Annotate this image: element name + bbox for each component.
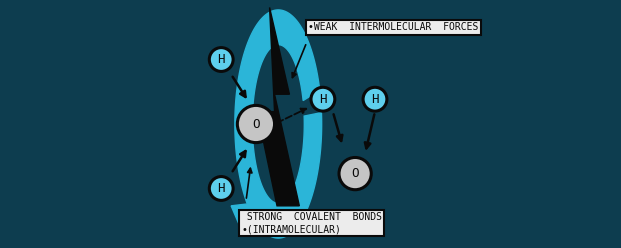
Circle shape [311, 87, 335, 111]
Circle shape [209, 48, 233, 71]
Circle shape [209, 177, 233, 200]
Text: H: H [217, 182, 225, 195]
Polygon shape [235, 10, 322, 238]
Circle shape [363, 87, 387, 111]
Text: O: O [252, 118, 260, 130]
Text: STRONG  COVALENT  BONDS
•(INTRAMOLECULAR): STRONG COVALENT BONDS •(INTRAMOLECULAR) [241, 212, 382, 234]
Text: H: H [371, 93, 379, 106]
Circle shape [339, 157, 371, 190]
Text: •WEAK  INTERMOLECULAR  FORCES: •WEAK INTERMOLECULAR FORCES [308, 22, 478, 32]
Text: H: H [217, 53, 225, 66]
Circle shape [237, 105, 274, 143]
Text: O: O [351, 167, 359, 180]
Polygon shape [231, 203, 252, 223]
Text: H: H [319, 93, 327, 106]
Polygon shape [257, 7, 299, 206]
